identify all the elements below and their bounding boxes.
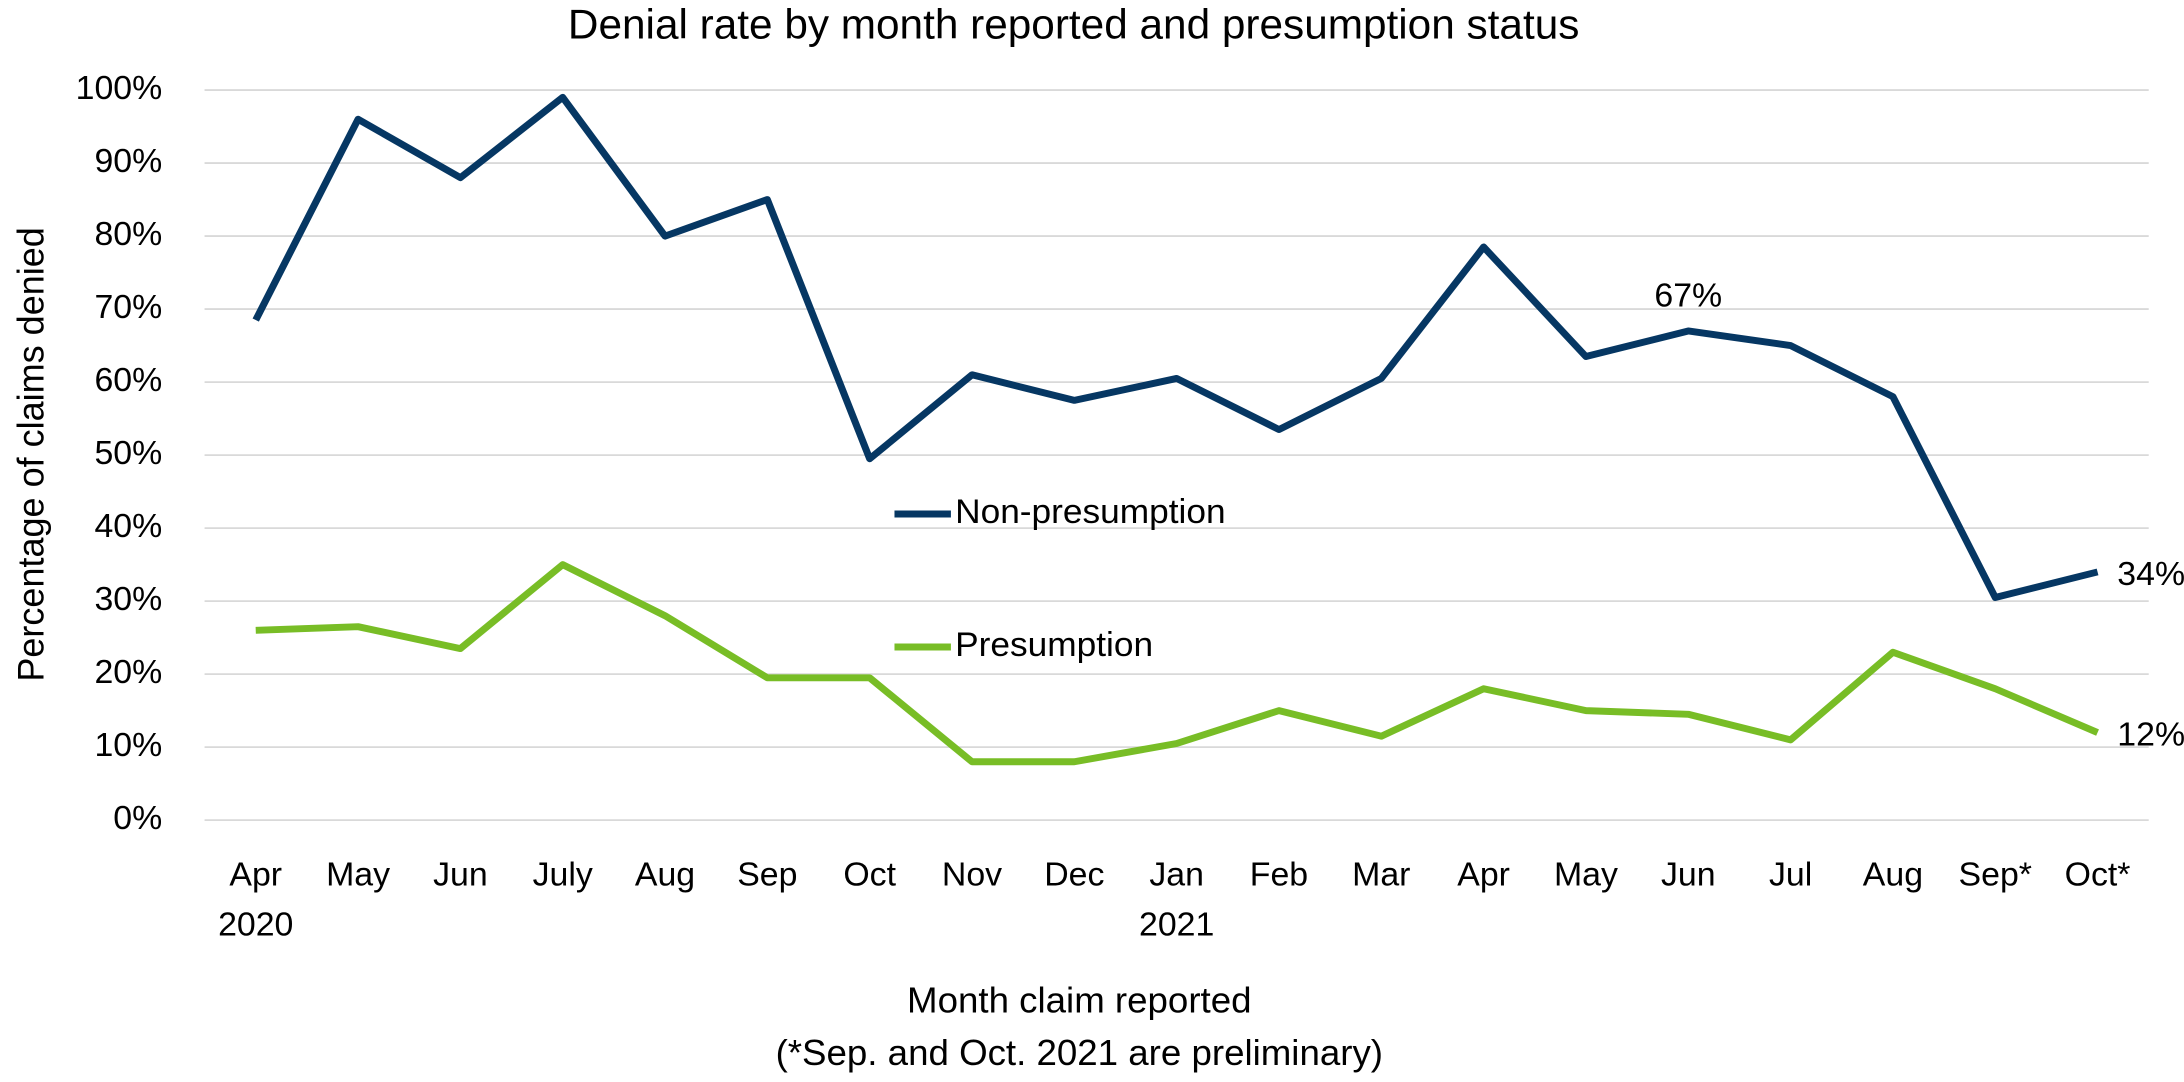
y-tick-label: 60% [94, 362, 162, 399]
x-tick-label: Oct [843, 857, 896, 894]
x-tick-label: Apr [229, 857, 282, 894]
y-tick-label: 80% [94, 216, 162, 253]
x-tick-label: Nov [942, 857, 1002, 894]
x-group-label: 2021 [1139, 907, 1214, 944]
x-axis-label: Month claim reported [907, 980, 1251, 1021]
x-group-label: 2020 [218, 907, 293, 944]
x-tick-label: Sep [737, 857, 797, 894]
x-tick-label: Feb [1250, 857, 1308, 894]
x-tick-label: May [326, 857, 390, 894]
y-tick-label: 50% [94, 435, 162, 472]
line-series [252, 93, 2099, 601]
legend-label: Non-presumption [955, 492, 1225, 531]
x-tick-label: Jun [1661, 857, 1716, 894]
x-axis-note: (*Sep. and Oct. 2021 are preliminary) [776, 1033, 1383, 1074]
line-series [255, 561, 2099, 766]
x-tick-label: Sep* [1959, 857, 2032, 894]
x-tick-label: Apr [1457, 857, 1510, 894]
x-tick-label: July [533, 857, 593, 894]
x-tick-label: Jul [1769, 857, 1812, 894]
x-tick-label: Jan [1149, 857, 1204, 894]
y-tick-label: 100% [76, 70, 163, 107]
data-label: 34% [2117, 556, 2184, 593]
x-tick-label: Aug [635, 857, 695, 894]
x-tick-label: Mar [1352, 857, 1410, 894]
y-tick-label: 40% [94, 508, 162, 545]
y-tick-label: 10% [94, 727, 162, 764]
x-tick-label: Jun [433, 857, 488, 894]
x-tick-label: Aug [1863, 857, 1923, 894]
legend-label: Presumption [955, 625, 1153, 664]
y-axis-label: Percentage of claims denied [10, 227, 51, 681]
y-tick-label: 30% [94, 581, 162, 618]
y-tick-label: 90% [94, 143, 162, 180]
y-tick-label: 0% [113, 800, 162, 837]
x-tick-label: Oct* [2065, 857, 2131, 894]
y-tick-label: 70% [94, 289, 162, 326]
y-tick-label: 20% [94, 654, 162, 691]
chart-title: Denial rate by month reported and presum… [568, 1, 1579, 48]
data-label: 67% [1654, 278, 1722, 315]
x-tick-label: May [1554, 857, 1618, 894]
data-label: 12% [2117, 717, 2184, 754]
x-tick-label: Dec [1044, 857, 1104, 894]
